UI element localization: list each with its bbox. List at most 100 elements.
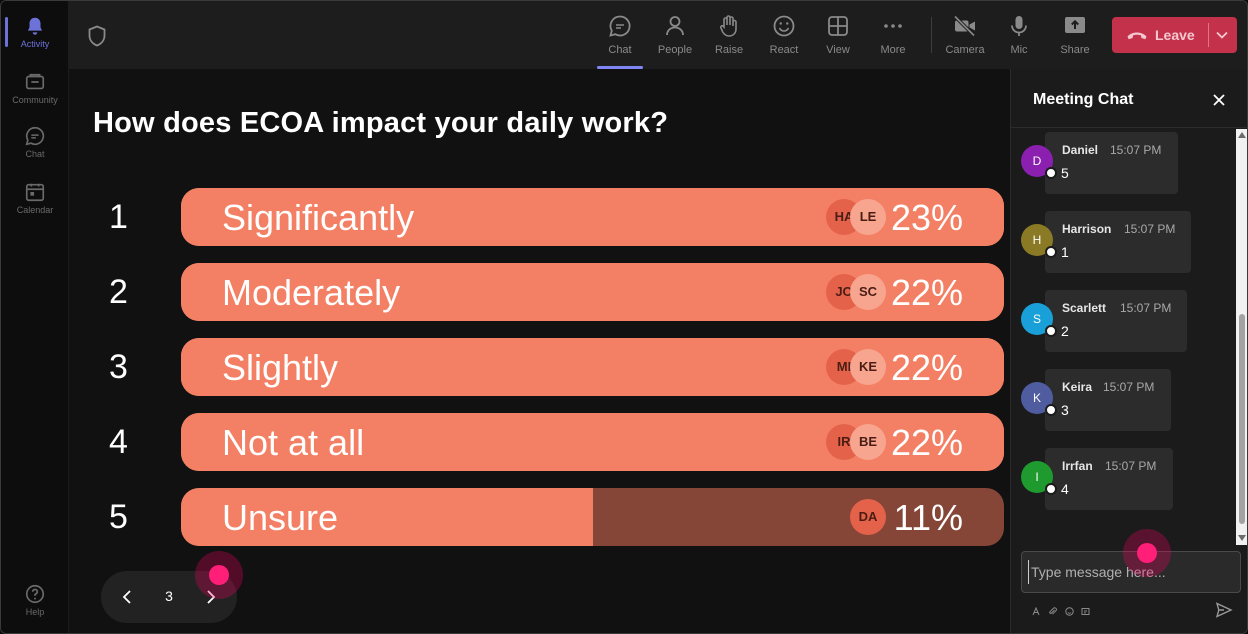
compose-toolbar	[1032, 603, 1112, 616]
toolbar-share-button[interactable]: Share	[1050, 9, 1100, 65]
toolbar-camera-button[interactable]: Camera	[940, 9, 990, 65]
format-icon[interactable]	[1032, 603, 1041, 616]
toolbar-button-label: Raise	[714, 44, 744, 56]
page-number: 3	[165, 588, 173, 604]
message-text: 3	[1061, 402, 1069, 418]
message-bubble[interactable]: Daniel 15:07 PM 5	[1045, 132, 1178, 194]
send-icon[interactable]	[1215, 601, 1233, 619]
voter-avatars: MI KE	[826, 349, 886, 385]
click-indicator	[1123, 529, 1171, 577]
voter-avatars: HA LE	[826, 199, 886, 235]
meeting-chat-panel: Meeting Chat Daniel 15:07 PM 5 D Harriso…	[1010, 69, 1247, 633]
toolbar-mic-button[interactable]: Mic	[994, 9, 1044, 65]
bell-icon	[27, 17, 43, 35]
presence-dot	[1045, 246, 1057, 258]
message-input[interactable]	[1028, 560, 1228, 584]
close-icon[interactable]	[1210, 91, 1228, 109]
toolbar-chat-button[interactable]: Chat	[595, 9, 645, 69]
chat-icon	[609, 15, 631, 37]
rail-item-label: Chat	[25, 149, 45, 159]
message-bubble[interactable]: Keira 15:07 PM 3	[1045, 369, 1171, 431]
scrollbar-thumb[interactable]	[1239, 314, 1245, 524]
chat-message: Daniel 15:07 PM 5 D	[1011, 132, 1235, 196]
people-icon	[666, 16, 684, 36]
chat-title: Meeting Chat	[1033, 91, 1134, 108]
chevron-right-icon[interactable]	[200, 586, 222, 608]
voter-avatars: IR BE	[826, 424, 886, 460]
option-bar[interactable]: Slightly MI KE 22%	[181, 338, 1004, 396]
option-number: 2	[109, 273, 128, 311]
sender-name: Daniel	[1062, 143, 1099, 157]
option-number: 4	[109, 423, 128, 461]
option-label: Slightly	[222, 347, 339, 388]
toolbar-react-button[interactable]: React	[759, 9, 809, 65]
shield-icon[interactable]	[87, 25, 107, 47]
toolbar-button-label: More	[880, 44, 906, 56]
message-time: 15:07 PM	[1124, 222, 1176, 236]
poll-option-row: 4 Not at all IR BE 22%	[69, 413, 1009, 471]
avatar: LE	[850, 199, 886, 235]
poll-stage: How does ECOA impact your daily work? 1 …	[69, 69, 1009, 633]
view-icon	[828, 16, 848, 36]
scroll-down-arrow-icon[interactable]	[1238, 535, 1246, 541]
toolbar-button-label: React	[769, 44, 799, 56]
presence-dot	[1045, 404, 1057, 416]
toolbar-view-button[interactable]: View	[813, 9, 863, 65]
attach-icon[interactable]	[1048, 603, 1058, 615]
presence-dot	[1045, 167, 1057, 179]
message-bubble[interactable]: Scarlett 15:07 PM 2	[1045, 290, 1187, 352]
toolbar-button-label: Share	[1060, 44, 1090, 56]
avatar: BE	[850, 424, 886, 460]
chat-divider	[1011, 127, 1247, 128]
message-bubble[interactable]: Irrfan 15:07 PM 4	[1045, 448, 1173, 510]
emoji-icon[interactable]	[1065, 603, 1074, 616]
rail-item-help[interactable]: Help	[1, 575, 69, 627]
option-bar[interactable]: Moderately JO SC 22%	[181, 263, 1004, 321]
chevron-left-icon[interactable]	[116, 586, 138, 608]
chat-scrollbar[interactable]	[1236, 129, 1247, 545]
gif-icon[interactable]	[1081, 603, 1090, 615]
toolbar-raise-button[interactable]: Raise	[704, 9, 754, 65]
camera-off-icon	[953, 15, 976, 37]
mic-icon	[1011, 16, 1027, 36]
leave-button-label: Leave	[1155, 27, 1195, 43]
option-number: 3	[109, 348, 128, 386]
toolbar-button-label: View	[826, 44, 850, 56]
more-icon	[884, 24, 902, 28]
toolbar-more-button[interactable]: More	[868, 9, 918, 65]
rail-item-label: Calendar	[16, 205, 54, 215]
option-bar[interactable]: Unsure DA 11%	[181, 488, 1004, 546]
chat-message-list: Daniel 15:07 PM 5 D Harrison 15:07 PM 1 …	[1011, 129, 1235, 545]
option-percent: 22%	[890, 422, 963, 463]
leave-divider	[1208, 23, 1209, 47]
toolbar-people-button[interactable]: People	[650, 9, 700, 65]
left-rail: Activity Community Chat Calendar Help	[1, 1, 69, 633]
option-label: Not at all	[222, 422, 365, 463]
option-percent: 22%	[890, 272, 963, 313]
avatar: SC	[850, 274, 886, 310]
option-percent: 22%	[890, 347, 963, 388]
scroll-up-arrow-icon[interactable]	[1238, 132, 1246, 138]
toolbar-divider	[931, 17, 932, 53]
chat-message: Irrfan 15:07 PM 4 I	[1011, 448, 1235, 512]
leave-button[interactable]: Leave	[1112, 17, 1237, 53]
chevron-down-icon[interactable]	[1215, 28, 1229, 42]
rail-item-activity[interactable]: Activity	[1, 7, 69, 59]
avatar: DA	[850, 499, 886, 535]
message-time: 15:07 PM	[1105, 459, 1157, 473]
rail-item-calendar[interactable]: Calendar	[1, 173, 69, 225]
rail-item-chat[interactable]: Chat	[1, 117, 69, 169]
poll-option-row: 3 Slightly MI KE 22%	[69, 338, 1009, 396]
rail-item-community[interactable]: Community	[1, 63, 69, 115]
sender-name: Irrfan	[1062, 459, 1093, 473]
message-text: 1	[1061, 244, 1069, 260]
share-icon	[1065, 17, 1085, 33]
option-bar[interactable]: Significantly HA LE 23%	[181, 188, 1004, 246]
option-bar[interactable]: Not at all IR BE 22%	[181, 413, 1004, 471]
message-bubble[interactable]: Harrison 15:07 PM 1	[1045, 211, 1191, 273]
chat-message: Keira 15:07 PM 3 K	[1011, 369, 1235, 433]
option-percent: 11%	[893, 497, 963, 538]
message-time: 15:07 PM	[1110, 143, 1162, 157]
option-number: 5	[109, 498, 128, 536]
